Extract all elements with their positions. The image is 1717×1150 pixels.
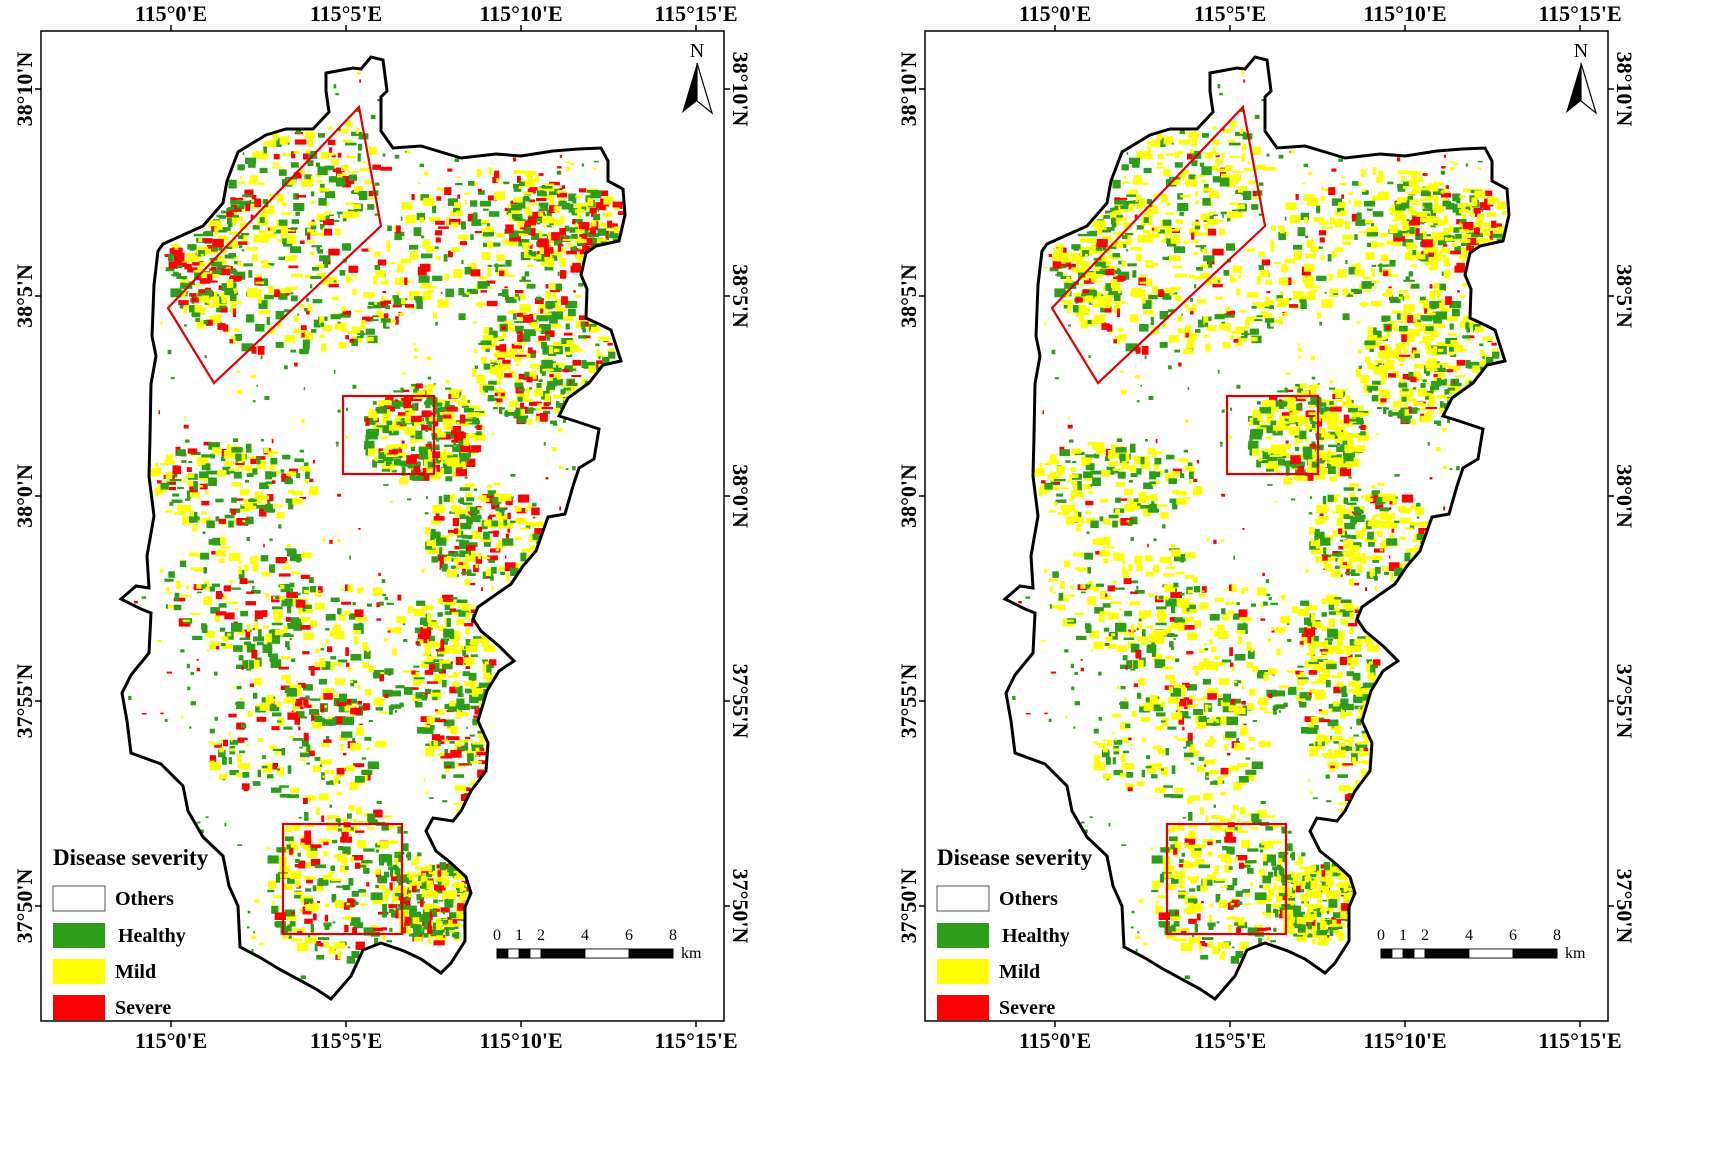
map-right-y-tick-left: 38°5'N: [896, 264, 921, 328]
map-right-legend-label-severe: Severe: [999, 997, 1055, 1019]
map-left-panel: 115°0'E 115°0'E 115°5'E 115°5'E 115°10'E 115°…: [12, 1, 753, 1053]
map-right-highlight-box-south: [1165, 822, 1288, 936]
map-right-y-tick-right: 37°50'N: [1612, 869, 1637, 944]
map-right-x-tick-top: 115°15'E: [1538, 1, 1621, 26]
map-right-highlight-box-center: [1225, 394, 1320, 476]
map-left-y-tick-left: 37°55'N: [12, 663, 37, 738]
map-left-y-tick-right: 38°5'N: [728, 264, 753, 328]
map-right-y-tick-left: 37°50'N: [896, 868, 921, 943]
map-right-scale-label: 4: [1465, 927, 1473, 944]
map-left-highlight-box-south: [281, 822, 404, 936]
map-right-legend-title: Disease severity: [937, 845, 1093, 870]
map-left-scale-unit: km: [681, 945, 702, 962]
map-right-x-tick-bottom: 115°10'E: [1363, 1028, 1446, 1053]
map-right-scale-bar: 0 1 2 4 6 8km: [1377, 927, 1586, 962]
map-left-legend-label-others: Others: [115, 888, 174, 910]
map-left-highlight-box-center: [341, 394, 436, 476]
map-left-y-tick-right: 37°50'N: [728, 869, 753, 944]
map-left-legend-swatch-severe: [53, 995, 105, 1020]
map-left-legend-swatch-others: [52, 885, 106, 912]
map-right-x-tick-bottom: 115°0'E: [1019, 1028, 1091, 1053]
map-left-y-tick-left: 38°5'N: [12, 264, 37, 328]
map-right-scale-unit: km: [1565, 945, 1586, 962]
map-left-y-tick-left: 38°0'N: [12, 464, 37, 528]
map-right-legend: Disease severity Others Healthy Mild Severe: [936, 845, 1093, 1020]
map-right-y-tick-right: 37°55'N: [1612, 664, 1637, 739]
map-left-y-tick-left: 37°50'N: [12, 868, 37, 943]
map-right-y-tick-right: 38°10'N: [1612, 52, 1637, 127]
map-right-scale-label: 6: [1509, 927, 1517, 944]
map-left-x-tick-bottom: 115°10'E: [479, 1028, 562, 1053]
map-left-x-tick-top: 115°10'E: [479, 1, 562, 26]
map-left-legend-swatch-mild: [53, 959, 105, 984]
map-left-scale-label: 0: [493, 927, 501, 944]
map-left-scale-bar: 0 1 2 4 6 8km: [493, 927, 702, 962]
map-left-y-tick-right: 37°55'N: [728, 664, 753, 739]
map-left-scale-label: 4: [581, 927, 589, 944]
map-left-scale-label: 2: [537, 927, 545, 944]
map-right-y-tick-left: 38°10'N: [896, 51, 921, 126]
map-left-scale-label: 6: [625, 927, 633, 944]
map-left-y-tick-left: 38°10'N: [12, 51, 37, 126]
map-left-x-tick-top: 115°5'E: [310, 1, 382, 26]
map-right-legend-swatch-mild: [937, 959, 989, 984]
map-left-y-tick-right: 38°0'N: [728, 464, 753, 528]
map-right-legend-swatch-severe: [937, 995, 989, 1020]
map-left-legend: Disease severity Others Healthy Mild Severe: [52, 845, 209, 1020]
map-right-y-tick-right: 38°5'N: [1612, 264, 1637, 328]
map-right-x-tick-bottom: 115°15'E: [1538, 1028, 1621, 1053]
map-left-legend-title: Disease severity: [53, 845, 209, 870]
map-left-legend-label-severe: Severe: [115, 997, 171, 1019]
map-right-x-tick-top: 115°5'E: [1194, 1, 1266, 26]
map-right-legend-label-others: Others: [999, 888, 1058, 910]
map-left-legend-label-mild: Mild: [115, 961, 156, 983]
map-right-region-boundary: [1002, 55, 1511, 1001]
map-right-x-tick-top: 115°0'E: [1019, 1, 1091, 26]
map-right-y-tick-left: 38°0'N: [896, 464, 921, 528]
map-right-y-tick-left: 37°55'N: [896, 663, 921, 738]
map-left-scale-label: 1: [515, 927, 523, 944]
map-left-x-tick-top: 115°0'E: [135, 1, 207, 26]
map-left-x-tick-bottom: 115°5'E: [310, 1028, 382, 1053]
map-right-scale-label: 1: [1399, 927, 1407, 944]
map-right-highlight-box-northwest: [1050, 104, 1267, 385]
map-right-scale-label: 8: [1553, 927, 1561, 944]
map-right-legend-label-healthy: Healthy: [1002, 925, 1070, 947]
map-right-y-tick-right: 38°0'N: [1612, 464, 1637, 528]
map-right-scale-label: 2: [1421, 927, 1429, 944]
map-right-panel: 115°0'E 115°0'E 115°5'E 115°5'E 115°10'E 115°…: [896, 1, 1637, 1053]
map-right-legend-label-mild: Mild: [999, 961, 1040, 983]
map-left-region-boundary: [118, 55, 627, 1001]
map-left-scale-label: 8: [669, 927, 677, 944]
map-left-north-arrow-icon: N: [682, 40, 714, 115]
map-left-legend-label-healthy: Healthy: [118, 925, 186, 947]
map-right-scale-label: 0: [1377, 927, 1385, 944]
map-left-highlight-box-northwest: [166, 104, 383, 385]
map-right-legend-swatch-others: [936, 885, 990, 912]
map-left-x-tick-bottom: 115°15'E: [654, 1028, 737, 1053]
map-right-x-tick-top: 115°10'E: [1363, 1, 1446, 26]
svg-text:N: N: [690, 40, 704, 62]
map-left-x-tick-top: 115°15'E: [654, 1, 737, 26]
map-left-legend-swatch-healthy: [53, 923, 105, 948]
map-right-legend-swatch-healthy: [937, 923, 989, 948]
map-right-x-tick-bottom: 115°5'E: [1194, 1028, 1266, 1053]
map-left-x-tick-bottom: 115°0'E: [135, 1028, 207, 1053]
map-left-y-tick-right: 38°10'N: [728, 52, 753, 127]
map-left-severity-raster: [128, 71, 625, 980]
map-right-north-arrow-icon: N: [1566, 40, 1598, 115]
